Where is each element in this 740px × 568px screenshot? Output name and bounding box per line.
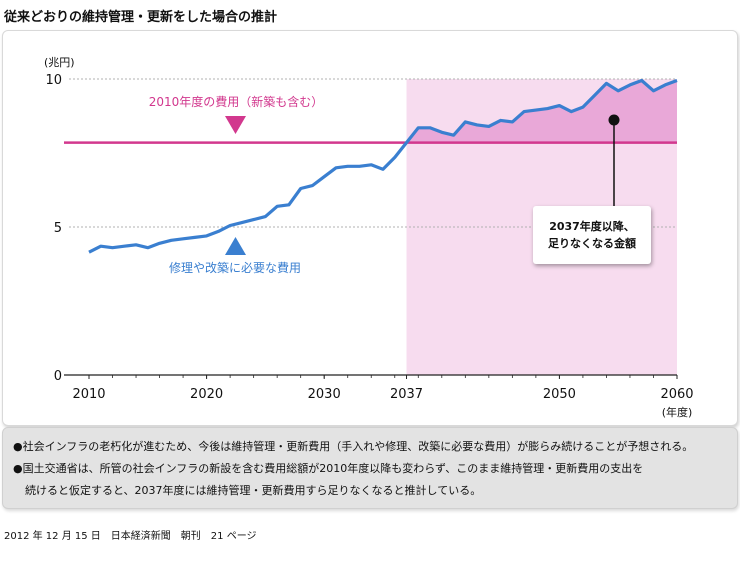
series-label: 修理や改築に必要な費用 — [169, 260, 301, 275]
source-citation: 2012 年 12 月 15 日 日本経済新聞 朝刊 21 ページ — [4, 531, 257, 542]
y-tick-label: 10 — [45, 73, 62, 88]
y-tick-label: 5 — [54, 221, 62, 236]
callout-line-2: 足りなくなる金額 — [548, 237, 636, 250]
callout-dot — [608, 114, 620, 126]
x-tick-label: 2060 — [660, 387, 693, 402]
x-tick-label: 2030 — [308, 387, 341, 402]
x-unit-label: (年度) — [662, 405, 693, 419]
notes-box: ●社会インフラの老朽化が進むため、今後は維持管理・更新費用（手入れや修理、改築に… — [2, 427, 738, 509]
x-tick-label: 2020 — [190, 387, 223, 402]
y-unit-label: (兆円) — [44, 56, 75, 69]
x-tick-label: 2050 — [543, 387, 576, 402]
note-2: ●国土交通省は、所管の社会インフラの新設を含む費用総額が2010年度以降も変わら… — [13, 462, 644, 475]
x-tick-label: 2010 — [72, 387, 105, 402]
chart-title: 従来どおりの維持管理・更新をした場合の推計 — [4, 10, 278, 25]
callout-box: 2037年度以降、 足りなくなる金額 — [533, 206, 651, 264]
note-2-continued: 続けると仮定すると、2037年度には維持管理・更新費用すら足りなくなると推計して… — [25, 484, 482, 497]
up-arrow-icon — [225, 237, 246, 255]
down-arrow-icon — [225, 116, 246, 134]
constant-line-label: 2010年度の費用（新築も含む） — [149, 94, 324, 109]
series-line — [88, 78, 678, 254]
y-tick-label: 0 — [54, 369, 62, 384]
x-tick-label: 2037 — [390, 387, 423, 402]
callout-line-1: 2037年度以降、 — [549, 220, 635, 233]
shortfall-area — [406, 80, 677, 143]
note-1: ●社会インフラの老朽化が進むため、今後は維持管理・更新費用（手入れや修理、改築に… — [13, 440, 694, 453]
